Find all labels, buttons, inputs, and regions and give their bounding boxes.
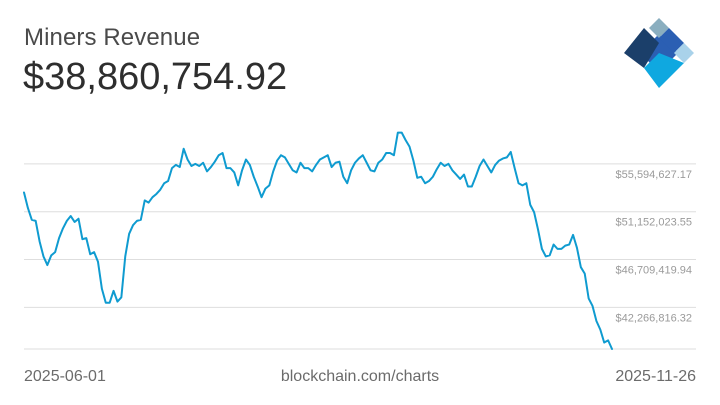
chart-title: Miners Revenue [24,24,201,51]
y-tick-labels: $55,594,627.17 $51,152,023.55 $46,709,419.… [616,169,692,324]
logo-right-diamond [674,43,694,63]
y-tick-label: $42,266,816.32 [616,312,692,324]
x-end-label: 2025-11-26 [615,368,696,385]
logo-right-upper-diamond [659,28,684,53]
y-tick-label: $46,709,419.94 [616,265,692,277]
y-tick-label: $55,594,627.17 [616,169,692,181]
grid-layer [24,163,696,350]
series-line [23,131,613,350]
y-tick-label: $51,152,023.55 [616,217,692,229]
x-start-label: 2025-06-01 [24,368,106,385]
logo-bottom-diamond [644,53,684,88]
source-link[interactable]: blockchain.com/charts [280,368,440,385]
logo-left-diamond [624,28,659,68]
current-value: $38,860,754.92 [23,56,288,98]
blockchain-logo-icon [624,18,694,88]
